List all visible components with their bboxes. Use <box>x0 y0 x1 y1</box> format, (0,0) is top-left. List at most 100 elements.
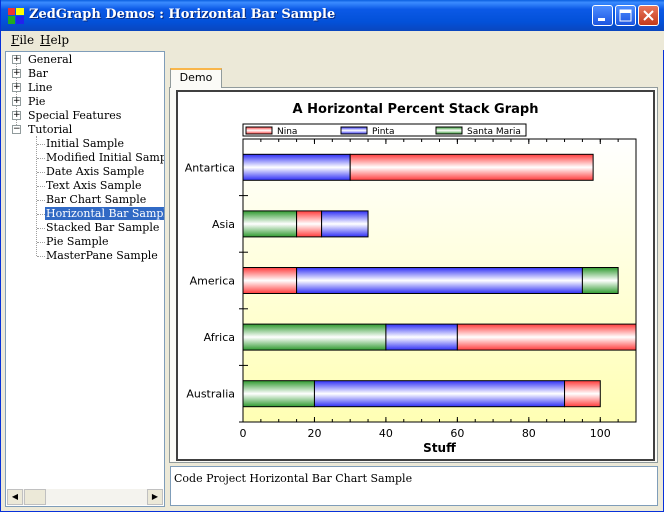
tree-node-text-axis-sample[interactable]: Text Axis Sample <box>46 179 142 193</box>
tree-connector <box>37 200 45 201</box>
scroll-left-button[interactable]: ◀ <box>7 489 23 505</box>
bar-segment-america-santa-maria <box>581 267 619 294</box>
tree-connector <box>36 136 37 256</box>
tree-node-label: Initial Sample <box>46 137 125 150</box>
menu-file-mnemonic: F <box>11 33 20 47</box>
title-bar[interactable]: ZedGraph Demos : Horizontal Bar Sample <box>1 0 664 31</box>
x-tick-label: 60 <box>450 427 464 440</box>
legend-swatch-santa-maria <box>435 126 463 135</box>
tree-node-pie-sample[interactable]: Pie Sample <box>46 235 109 249</box>
minimize-icon <box>598 18 605 21</box>
maximize-button[interactable] <box>615 5 636 26</box>
tree-connector <box>37 186 45 187</box>
tree-node-label: Stacked Bar Sample <box>46 221 160 234</box>
tree-node-bar-chart-sample[interactable]: Bar Chart Sample <box>46 193 146 207</box>
menu-help-label: elp <box>50 33 70 47</box>
bar-segment-africa-nina <box>456 323 637 351</box>
tree-node-label: Modified Initial Sample <box>46 151 165 164</box>
x-tick-label: 40 <box>379 427 393 440</box>
y-tick-label: America <box>190 275 235 288</box>
bar-segment-asia-nina <box>296 210 323 238</box>
maximize-icon <box>619 9 632 22</box>
tree-connector <box>37 228 45 229</box>
tab-demo[interactable]: Demo <box>170 68 222 88</box>
bar-segment-asia-santa-maria <box>242 210 298 238</box>
tree-node-label: Line <box>28 81 53 94</box>
window-title: ZedGraph Demos : Horizontal Bar Sample <box>29 7 336 22</box>
close-button[interactable] <box>638 5 659 26</box>
tree-node-label: General <box>28 53 73 66</box>
tree-connector <box>37 172 45 173</box>
tree-node-label: Date Axis Sample <box>46 165 145 178</box>
tree-node-label: Pie Sample <box>46 235 109 248</box>
expand-icon[interactable]: + <box>12 54 21 64</box>
bar-segment-australia-santa-maria <box>242 380 315 408</box>
legend-label-pinta: Pinta <box>372 127 394 137</box>
bar-chart: A Horizontal Percent Stack Graph Nina Pint… <box>185 102 637 455</box>
bar-segment-antartica-pinta <box>242 153 351 181</box>
expand-icon[interactable]: + <box>12 96 21 106</box>
tree-connector <box>37 256 45 257</box>
tree-connector <box>37 158 45 159</box>
x-axis-label: Stuff <box>423 441 456 455</box>
tree-node-initial-sample[interactable]: Initial Sample <box>46 137 124 151</box>
tree-node-label: Text Axis Sample <box>46 179 142 192</box>
bar-segment-antartica-nina <box>349 153 594 181</box>
y-tick-label: Antartica <box>185 161 235 174</box>
zedgraph-control[interactable]: A Horizontal Percent Stack Graph Nina Pint… <box>176 90 655 461</box>
tree-node-label-selected: Horizontal Bar Sample <box>45 207 164 220</box>
expand-icon[interactable]: + <box>12 82 21 92</box>
legend-label-santa-maria: Santa Maria <box>467 127 521 137</box>
menu-help[interactable]: Help <box>40 33 69 47</box>
tree-node-label: Tutorial <box>28 123 73 136</box>
tree-connector <box>37 144 45 145</box>
scroll-thumb[interactable] <box>24 489 46 505</box>
bar-segment-australia-nina <box>564 380 601 408</box>
y-tick-label: Australia <box>186 388 235 401</box>
bar-segment-america-pinta <box>296 267 583 294</box>
expand-icon[interactable]: + <box>12 110 21 120</box>
tree-connector <box>37 242 45 243</box>
tree-node-date-axis-sample[interactable]: Date Axis Sample <box>46 165 144 179</box>
tree-connector <box>16 59 17 129</box>
bar-segment-africa-santa-maria <box>242 323 387 351</box>
tree-node-label: Special Features <box>28 109 122 122</box>
scroll-right-button[interactable]: ▶ <box>147 489 163 505</box>
collapse-icon[interactable]: − <box>12 124 21 134</box>
chart-title: A Horizontal Percent Stack Graph <box>293 102 539 117</box>
menu-file-label: ile <box>19 33 35 47</box>
x-tick-label: 80 <box>522 427 536 440</box>
menu-file[interactable]: File <box>11 33 34 47</box>
tree-node-stacked-bar-sample[interactable]: Stacked Bar Sample <box>46 221 159 235</box>
demo-tree[interactable]: + General + Bar + Line + Pie + Special F… <box>5 51 165 507</box>
horizontal-scrollbar[interactable]: ◀ ▶ <box>7 489 163 505</box>
y-tick-label: Africa <box>204 331 235 344</box>
tree-node-label: MasterPane Sample <box>46 249 158 262</box>
bar-segment-africa-pinta <box>385 323 458 351</box>
tree-node-label: Bar <box>28 67 48 80</box>
legend-swatch-pinta <box>340 126 368 135</box>
legend-swatch-nina <box>245 126 273 135</box>
app-icon <box>8 8 24 24</box>
description-textbox[interactable]: Code Project Horizontal Bar Chart Sample <box>170 466 658 506</box>
tree-node-modified-initial-sample[interactable]: Modified Initial Sample <box>46 151 165 165</box>
menu-bar: File Help <box>2 31 664 50</box>
x-tick-label: 100 <box>590 427 611 440</box>
tree-node-label: Pie <box>28 95 46 108</box>
expand-icon[interactable]: + <box>12 68 21 78</box>
tree-node-masterpane-sample[interactable]: MasterPane Sample <box>46 249 158 263</box>
bar-segment-asia-pinta <box>321 210 369 238</box>
x-tick-label: 20 <box>307 427 321 440</box>
minimize-button[interactable] <box>592 5 613 26</box>
tree-node-label: Bar Chart Sample <box>46 193 147 206</box>
close-icon <box>643 10 654 21</box>
bar-segment-australia-pinta <box>313 380 566 408</box>
tree-connector <box>37 214 45 215</box>
legend-label-nina: Nina <box>277 127 297 137</box>
bar-segment-america-nina <box>242 267 298 294</box>
tree-node-horizontal-bar-sample[interactable]: Horizontal Bar Sample <box>45 207 164 221</box>
y-tick-label: Asia <box>212 218 235 231</box>
menu-help-mnemonic: H <box>40 33 51 47</box>
x-tick-label: 0 <box>240 427 247 440</box>
